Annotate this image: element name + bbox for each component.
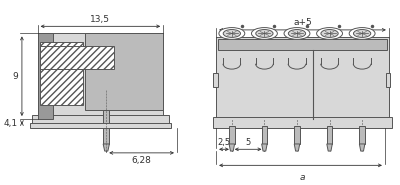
Text: 2,5: 2,5 <box>218 138 230 147</box>
Circle shape <box>349 28 375 39</box>
Bar <box>40 42 83 105</box>
Text: a+5: a+5 <box>293 18 312 27</box>
Text: 6,28: 6,28 <box>132 156 152 164</box>
Bar <box>53 87 69 98</box>
Text: 4,1: 4,1 <box>4 119 18 127</box>
Bar <box>262 126 267 144</box>
Circle shape <box>252 28 277 39</box>
Text: a: a <box>300 173 305 182</box>
Circle shape <box>284 28 310 39</box>
Bar <box>40 46 114 69</box>
Bar <box>103 110 110 144</box>
Bar <box>229 126 234 144</box>
Circle shape <box>354 30 371 37</box>
Circle shape <box>256 30 273 37</box>
Circle shape <box>219 28 245 39</box>
Bar <box>213 117 392 128</box>
Bar <box>32 115 169 128</box>
Bar <box>30 123 171 128</box>
Text: 9: 9 <box>12 72 18 81</box>
Bar <box>327 126 332 144</box>
Bar <box>294 126 300 144</box>
FancyBboxPatch shape <box>38 33 163 119</box>
Circle shape <box>317 28 342 39</box>
Bar <box>38 33 53 119</box>
FancyBboxPatch shape <box>213 73 218 87</box>
Polygon shape <box>294 144 300 151</box>
FancyBboxPatch shape <box>386 73 390 87</box>
Text: 5: 5 <box>246 138 251 147</box>
Bar <box>359 126 365 144</box>
Polygon shape <box>229 144 234 151</box>
Bar <box>216 37 389 119</box>
Polygon shape <box>359 144 365 151</box>
Polygon shape <box>327 144 332 151</box>
Text: 13,5: 13,5 <box>90 15 110 24</box>
Bar <box>85 33 163 110</box>
Polygon shape <box>262 144 267 151</box>
Circle shape <box>223 30 240 37</box>
Polygon shape <box>103 144 110 151</box>
Circle shape <box>288 30 306 37</box>
Circle shape <box>321 30 338 37</box>
Bar <box>218 39 387 50</box>
